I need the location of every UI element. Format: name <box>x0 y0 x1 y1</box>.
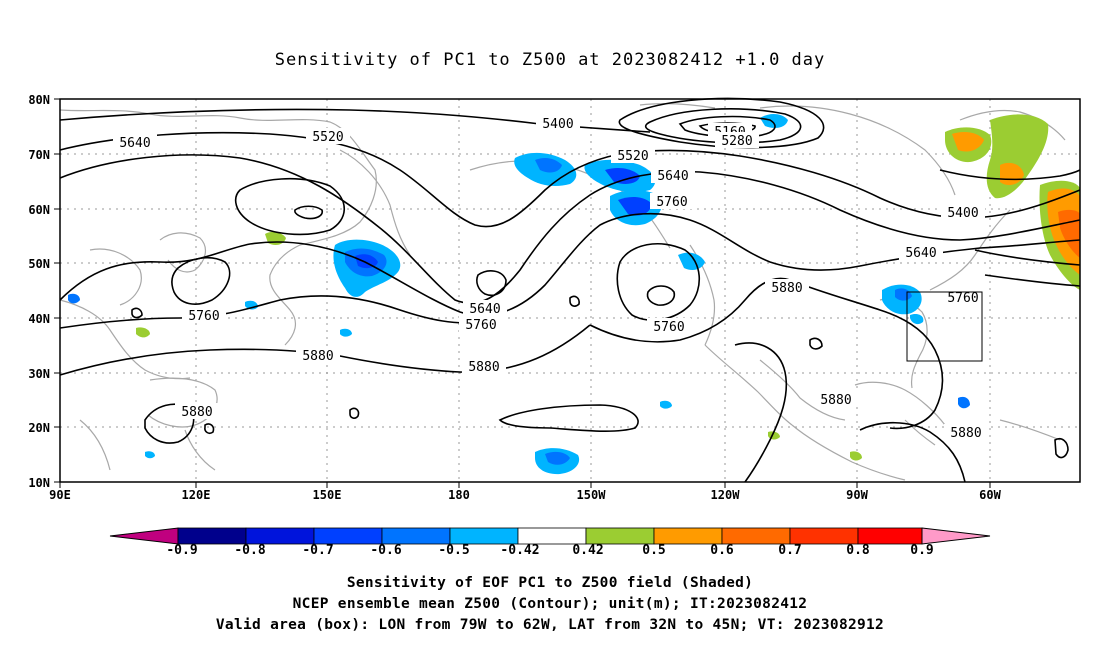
caption-line-2: NCEP ensemble mean Z500 (Contour); unit(… <box>292 596 808 612</box>
caption-line-3: Valid area (box): LON from 79W to 62W, L… <box>215 617 885 633</box>
colorbar-tick: -0.7 <box>302 543 334 558</box>
contour-label: 5760 <box>653 320 684 335</box>
contour-label: 5640 <box>119 136 150 151</box>
figure-caption: Sensitivity of EOF PC1 to Z500 field (Sh… <box>0 573 1100 636</box>
colorbar-tick: -0.42 <box>500 543 540 558</box>
lon-label: 60W <box>979 488 1001 502</box>
contour-label: 5640 <box>657 169 688 184</box>
colorbar-tick: -0.5 <box>438 543 470 558</box>
colorbar-swatch <box>653 527 723 545</box>
colorbar-swatch <box>517 527 587 545</box>
contour-label: 5760 <box>947 291 978 306</box>
shaded-regions <box>68 114 1080 475</box>
colorbar-swatch <box>313 527 383 545</box>
lat-label: 70N <box>28 148 50 162</box>
colorbar-swatch <box>789 527 859 545</box>
contour-label: 5880 <box>771 281 802 296</box>
contour-label: 5760 <box>465 318 496 333</box>
contour-label: 5880 <box>468 360 499 375</box>
contour-label: 5760 <box>188 309 219 324</box>
colorbar-swatch <box>381 527 451 545</box>
contour-label: 5640 <box>905 246 936 261</box>
lat-label: 20N <box>28 421 50 435</box>
lon-label: 120W <box>711 488 741 502</box>
map-frame <box>59 98 1081 483</box>
colorbar-tick: -0.6 <box>370 543 402 558</box>
lat-label: 30N <box>28 367 50 381</box>
colorbar-left-arrow <box>109 527 179 545</box>
lat-label: 80N <box>28 93 50 107</box>
colorbar-swatch <box>177 527 247 545</box>
contour-label: 5760 <box>656 195 687 210</box>
colorbar-tick: 0.5 <box>642 543 666 558</box>
colorbar-tick: 0.7 <box>778 543 802 558</box>
contour-label: 5880 <box>181 405 212 420</box>
colorbar-tick: -0.9 <box>166 543 198 558</box>
colorbar-swatch <box>857 527 923 545</box>
lon-label: 120E <box>182 488 211 502</box>
lon-label: 180 <box>448 488 470 502</box>
contour-labels: 5400 5160 5280 5520 5640 5640 5760 5520 … <box>113 115 988 441</box>
colorbar-tick: 0.8 <box>846 543 870 558</box>
z500-contours <box>59 97 1081 483</box>
contour-label: 5880 <box>820 393 851 408</box>
longitude-labels: 90E 120E 150E 180 150W 120W 90W 60W <box>49 488 1001 502</box>
figure-title: Sensitivity of PC1 to Z500 at 2023082412… <box>274 50 826 70</box>
lon-label: 150E <box>313 488 342 502</box>
contour-label: 5520 <box>312 130 343 145</box>
colorbar-swatch <box>449 527 519 545</box>
latitude-labels: 80N 70N 60N 50N 40N 30N 20N 10N <box>28 93 50 490</box>
lat-label: 40N <box>28 312 50 326</box>
colorbar-swatch <box>721 527 791 545</box>
colorbar-tick: 0.9 <box>910 543 934 558</box>
lon-label: 150W <box>577 488 607 502</box>
lon-label: 90E <box>49 488 71 502</box>
colorbar-tick: 0.6 <box>710 543 734 558</box>
colorbar <box>109 527 991 545</box>
contour-label: 5640 <box>469 302 500 317</box>
map-frame-bg <box>60 99 1080 482</box>
lon-label: 90W <box>846 488 868 502</box>
svg-text:5880: 5880 <box>950 426 981 441</box>
contour-label: 5400 <box>947 206 978 221</box>
contour-label: 5400 <box>542 117 573 132</box>
contour-label: 5880 <box>302 349 333 364</box>
colorbar-swatch <box>585 527 655 545</box>
lat-label: 10N <box>28 476 50 490</box>
lat-label: 50N <box>28 257 50 271</box>
lat-label: 60N <box>28 203 50 217</box>
caption-line-1: Sensitivity of EOF PC1 to Z500 field (Sh… <box>346 575 754 591</box>
colorbar-labels: -0.9 -0.8 -0.7 -0.6 -0.5 -0.42 0.42 0.5 … <box>0 543 1100 563</box>
contour-label: 5280 <box>721 134 752 149</box>
axis-ticks <box>54 98 991 488</box>
colorbar-right-arrow <box>921 527 991 545</box>
colorbar-tick: 0.42 <box>572 543 604 558</box>
colorbar-tick: -0.8 <box>234 543 266 558</box>
valid-area-box <box>906 291 983 362</box>
colorbar-swatch <box>245 527 315 545</box>
contour-label: 5520 <box>617 149 648 164</box>
